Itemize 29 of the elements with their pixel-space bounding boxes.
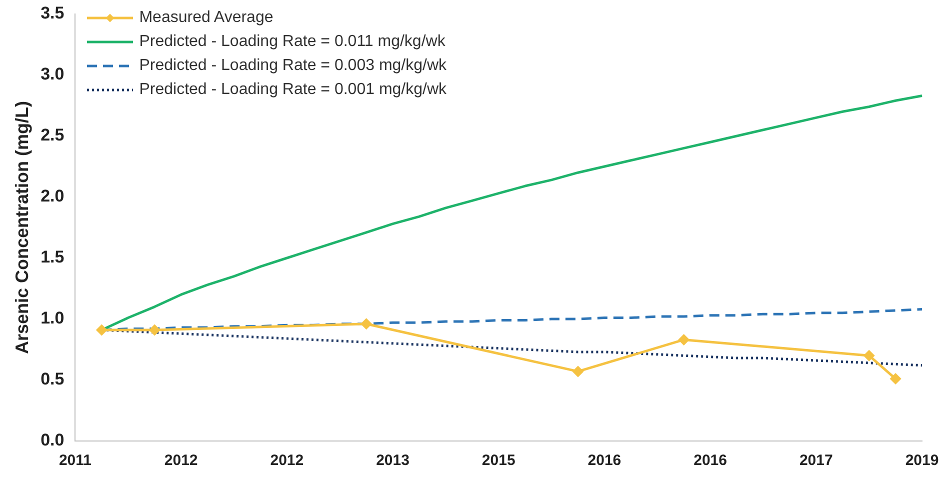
point (890, 374, 901, 384)
x-tick-label: 2012 (270, 452, 304, 470)
x-tick-label: 2017 (799, 452, 833, 470)
legend-label: Predicted - Loading Rate = 0.003 mg/kg/wk (139, 56, 447, 76)
y-tick-label: 3.5 (40, 4, 64, 23)
legend-label: Measured Average (139, 8, 274, 28)
y-tick-label: 2.5 (40, 126, 64, 145)
y-tick-label: 2.0 (40, 186, 64, 206)
y-tick-label: 0.0 (40, 430, 64, 450)
y-tick-label: 1.5 (40, 248, 64, 267)
point (678, 334, 690, 345)
legend-label: Predicted - Loading Rate = 0.001 mg/kg/wk (139, 80, 447, 100)
point (361, 318, 372, 330)
point (572, 366, 584, 377)
point (864, 350, 874, 361)
y-tick-label: 0.5 (40, 370, 64, 389)
x-tick-label: 2013 (376, 452, 410, 470)
point (149, 324, 160, 336)
x-tick-label: 2012 (164, 452, 198, 470)
y-tick-label: 1.0 (40, 308, 64, 328)
x-tick-label: 2016 (588, 452, 622, 470)
y-axis-title: Arsenic Concentration (mg/L) (12, 100, 32, 354)
point (96, 324, 107, 336)
legend-label: Predicted - Loading Rate = 0.011 mg/kg/wk (139, 32, 446, 52)
x-tick-label: 2011 (58, 452, 92, 470)
y-tick-label: 3.0 (40, 64, 64, 84)
x-tick-label: 2019 (905, 452, 939, 470)
x-tick-label: 2015 (482, 452, 516, 470)
x-tick-label: 2016 (694, 452, 727, 470)
